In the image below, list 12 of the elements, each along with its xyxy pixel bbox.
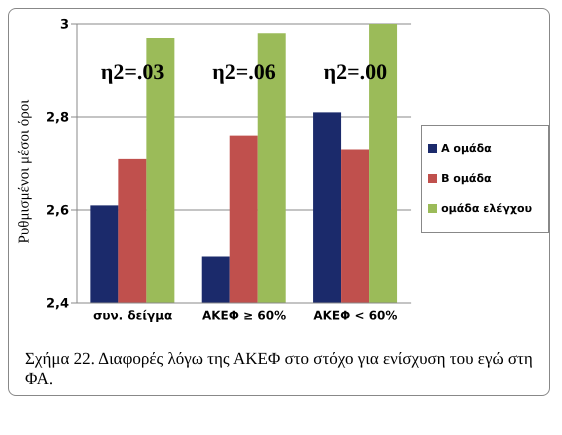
- y-axis-title: Ρυθμισμένοι μέσοι όροι: [16, 100, 32, 244]
- y-tick-label: 3: [60, 18, 69, 33]
- legend-label: ομάδα ελέγχου: [441, 202, 532, 215]
- legend-label: Α ομάδα: [441, 142, 492, 155]
- legend-label: Β ομάδα: [441, 172, 492, 185]
- x-tick-label: συν. δείγμα: [93, 308, 172, 323]
- y-tick-label: 2,4: [46, 296, 69, 312]
- y-tick-label: 2,6: [46, 204, 69, 219]
- x-tick-label: ΑΚΕΦ ≥ 60%: [202, 308, 286, 323]
- text: Σχήμα 22. Διαφορές λόγω της ΑΚΕΦ στο στόχο για ενίσχυση του εγώ στη ΦΑ.: [24, 349, 534, 389]
- y-tick-label: 2,8: [46, 110, 69, 126]
- x-tick-label: ΑΚΕΦ < 60%: [313, 308, 398, 323]
